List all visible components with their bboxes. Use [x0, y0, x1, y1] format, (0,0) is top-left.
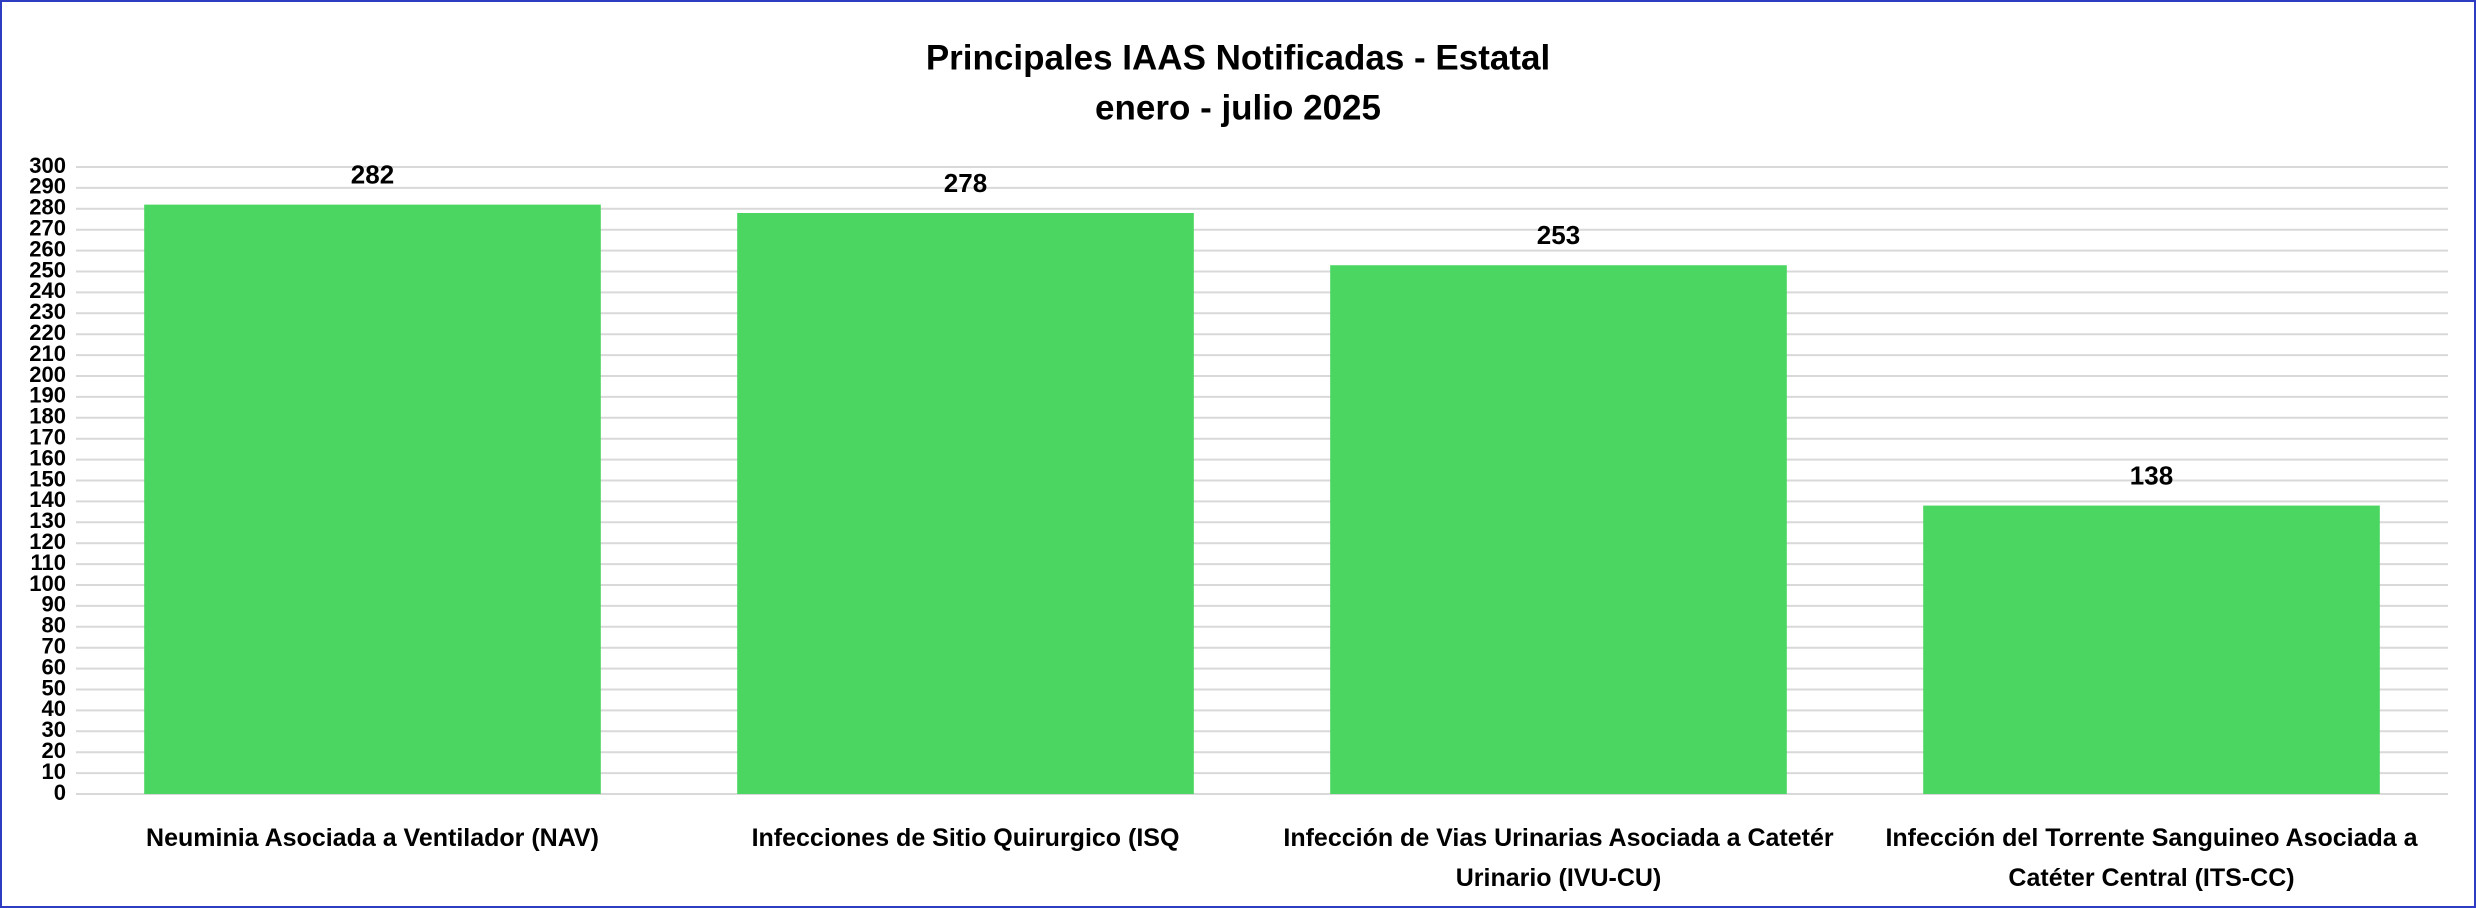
chart-subtitle: enero - julio 2025	[1095, 88, 1381, 127]
y-tick-label: 300	[29, 153, 66, 178]
y-tick-label: 110	[31, 550, 67, 575]
y-tick-label: 70	[42, 634, 66, 659]
y-tick-label: 30	[42, 717, 66, 742]
y-tick-label: 40	[42, 696, 66, 721]
y-tick-label: 50	[42, 675, 66, 700]
y-tick-label: 160	[29, 445, 66, 470]
data-label: 253	[1537, 220, 1580, 250]
x-tick-label: Infecciones de Sitio Quirurgico (ISQ	[751, 824, 1180, 852]
data-label: 282	[351, 159, 394, 189]
y-tick-label: 200	[29, 362, 66, 387]
y-tick-label: 20	[42, 738, 66, 763]
y-tick-label: 240	[29, 278, 66, 303]
y-tick-label: 80	[42, 613, 66, 638]
y-tick-label: 100	[29, 571, 66, 596]
bar	[144, 204, 601, 794]
y-tick-label: 260	[29, 236, 66, 261]
y-tick-label: 280	[29, 195, 66, 220]
y-tick-label: 90	[42, 592, 66, 617]
data-label: 278	[944, 168, 987, 198]
data-label: 138	[2130, 460, 2173, 490]
y-tick-label: 210	[29, 341, 66, 366]
y-tick-label: 10	[42, 759, 66, 784]
chart-title: Principales IAAS Notificadas - Estatal	[926, 38, 1550, 77]
bar	[737, 212, 1194, 795]
y-tick-label: 190	[29, 383, 66, 408]
y-tick-label: 270	[29, 216, 66, 241]
y-tick-label: 180	[29, 404, 66, 429]
y-tick-label: 220	[29, 320, 66, 345]
y-tick-label: 290	[29, 174, 66, 199]
x-tick-label: Infección de Vias Urinarias Asociada a C…	[1283, 824, 1834, 892]
y-tick-label: 60	[42, 654, 66, 679]
y-tick-label: 140	[29, 487, 66, 512]
bar	[1923, 505, 2380, 794]
y-tick-label: 230	[29, 299, 66, 324]
y-tick-label: 170	[29, 425, 66, 450]
y-tick-label: 150	[29, 466, 66, 491]
y-tick-label: 250	[29, 257, 66, 282]
x-tick-label: Infección del Torrente Sanguineo Asociad…	[1885, 824, 2418, 892]
y-tick-label: 0	[54, 780, 66, 805]
y-tick-label: 130	[29, 508, 66, 533]
y-tick-label: 120	[29, 529, 66, 554]
bar	[1330, 265, 1787, 795]
x-tick-label: Neuminia Asociada a Ventilador (NAV)	[146, 824, 599, 852]
